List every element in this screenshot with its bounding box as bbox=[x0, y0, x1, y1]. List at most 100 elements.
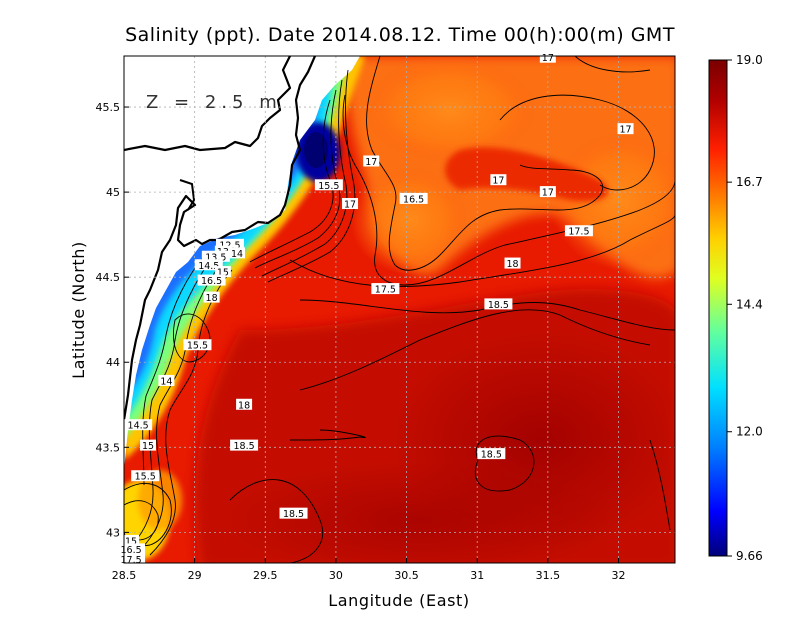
x-tick-label: 30.5 bbox=[394, 569, 419, 582]
contour-label-box bbox=[183, 339, 212, 351]
heatmap-field bbox=[124, 56, 675, 563]
contour-label-text: 15 bbox=[142, 441, 154, 452]
depth-label: Z = 2.5 m bbox=[146, 92, 282, 113]
contour-label: 13.5 bbox=[201, 250, 230, 263]
contour-label-text: 15 bbox=[217, 268, 229, 279]
y-tick-label: 45 bbox=[106, 186, 120, 199]
contour-label-text: 17 bbox=[365, 157, 377, 168]
contour-line bbox=[299, 309, 651, 391]
contour-line bbox=[229, 479, 324, 563]
contour-label: 16.5 bbox=[117, 543, 146, 556]
contour-line bbox=[249, 99, 334, 263]
contour-line bbox=[289, 214, 675, 287]
contour-label-text: 17 bbox=[542, 188, 554, 199]
field-darkest-core-2 bbox=[220, 460, 620, 563]
contour-label-box bbox=[124, 419, 153, 431]
contour-line bbox=[499, 94, 655, 191]
contour-label: 18.5 bbox=[484, 298, 513, 311]
contour-label-box bbox=[229, 247, 246, 259]
y-tick-label: 44 bbox=[106, 356, 120, 369]
contour-label-text: 16.5 bbox=[403, 194, 424, 205]
contour-label: 18 bbox=[236, 398, 253, 411]
contour-label-text: 15.5 bbox=[187, 341, 208, 352]
colorbar bbox=[708, 59, 728, 557]
contour-label-box bbox=[314, 179, 343, 191]
y-tick-label: 45.5 bbox=[96, 101, 121, 114]
colorbar-ticks: 19.0 16.7 14.4 12.0 9.66 bbox=[727, 53, 763, 563]
contour-label-text: 17.5 bbox=[375, 285, 396, 296]
contour-label-box bbox=[617, 123, 634, 135]
contour-label-box bbox=[158, 374, 175, 386]
contour-label-box bbox=[215, 238, 244, 250]
contour-label-text: 18.5 bbox=[488, 300, 509, 311]
contour-line bbox=[474, 435, 535, 492]
contour-label-box bbox=[490, 174, 507, 186]
x-tick-label: 31 bbox=[470, 569, 484, 582]
colorbar-tick-label: 19.0 bbox=[736, 53, 763, 67]
contour-label-box bbox=[123, 534, 140, 546]
contour-label-text: 17 bbox=[620, 125, 632, 136]
contour-label-text: 18 bbox=[238, 400, 250, 411]
contour-label-box bbox=[236, 398, 253, 410]
contour-line bbox=[173, 313, 211, 363]
contour-label-box bbox=[477, 448, 506, 460]
x-axis-ticks: 28.5 29 29.5 30 30.5 31 31.5 32 bbox=[112, 558, 625, 582]
contour-label-box bbox=[140, 439, 157, 451]
contour-label: 15 bbox=[140, 439, 157, 452]
contour-label-text: 17.5 bbox=[568, 227, 589, 238]
contour-line bbox=[267, 69, 356, 283]
contour-label: 14 bbox=[158, 374, 175, 387]
contour-line bbox=[366, 56, 603, 271]
contour-label-text: 17 bbox=[344, 200, 356, 211]
coastline-small-lake bbox=[179, 179, 196, 211]
contour-label-box bbox=[504, 257, 521, 269]
contour-label: 18.5 bbox=[230, 439, 259, 452]
contour-label-text: 18.5 bbox=[234, 441, 255, 452]
contour-label-text: 18.5 bbox=[481, 450, 502, 461]
contour-label-box bbox=[363, 155, 380, 167]
contour-label: 18 bbox=[203, 291, 220, 304]
contour-lines bbox=[124, 56, 675, 563]
contour-label: 15 bbox=[123, 534, 140, 547]
contour-label: 17 bbox=[342, 198, 359, 211]
contour-label-box bbox=[194, 259, 223, 271]
contour-label-text: 18 bbox=[206, 293, 218, 304]
contour-label: 18.5 bbox=[477, 448, 506, 461]
field-red-tongue bbox=[445, 147, 609, 202]
contour-label: 17 bbox=[539, 51, 556, 64]
contour-label-text: 17 bbox=[492, 176, 504, 187]
contour-label-box bbox=[197, 274, 226, 286]
colorbar-tick-label: 9.66 bbox=[736, 549, 763, 563]
contour-line bbox=[261, 79, 348, 277]
contour-label: 17.5 bbox=[564, 225, 593, 238]
colorbar-tick-label: 12.0 bbox=[736, 425, 763, 439]
contour-label: 18 bbox=[504, 257, 521, 270]
contour-label: 15.5 bbox=[131, 470, 160, 483]
contour-label-text: 17 bbox=[542, 53, 554, 64]
contour-label: 17 bbox=[490, 174, 507, 187]
contour-line bbox=[254, 89, 341, 269]
contour-label-box bbox=[371, 283, 400, 295]
contour-labels: 171717171715.51716.517.512.51313.51414.5… bbox=[117, 51, 634, 566]
contour-line bbox=[289, 429, 366, 441]
contour-line bbox=[342, 94, 675, 286]
field-danube-core-2 bbox=[304, 132, 328, 168]
x-tick-label: 30 bbox=[329, 569, 343, 582]
contour-label: 14 bbox=[229, 247, 246, 260]
y-axis-label: Latitude (North) bbox=[69, 241, 88, 379]
x-tick-label: 32 bbox=[611, 569, 625, 582]
contour-label-text: 13.5 bbox=[205, 252, 226, 263]
contour-label-box bbox=[342, 198, 359, 210]
contour-label-text: 18.5 bbox=[283, 509, 304, 520]
contour-label: 14.5 bbox=[194, 259, 223, 272]
x-axis-label: Langitude (East) bbox=[328, 591, 470, 610]
contour-line bbox=[139, 261, 223, 551]
contour-label-text: 14 bbox=[231, 249, 243, 260]
y-tick-label: 43 bbox=[106, 526, 120, 539]
contour-label: 18.5 bbox=[279, 507, 308, 520]
chart-title: Salinity (ppt). Date 2014.08.12. Time 00… bbox=[125, 24, 675, 46]
contour-label-box bbox=[539, 51, 556, 63]
contour-label-box bbox=[117, 553, 146, 565]
contour-label: 14.5 bbox=[124, 419, 153, 432]
